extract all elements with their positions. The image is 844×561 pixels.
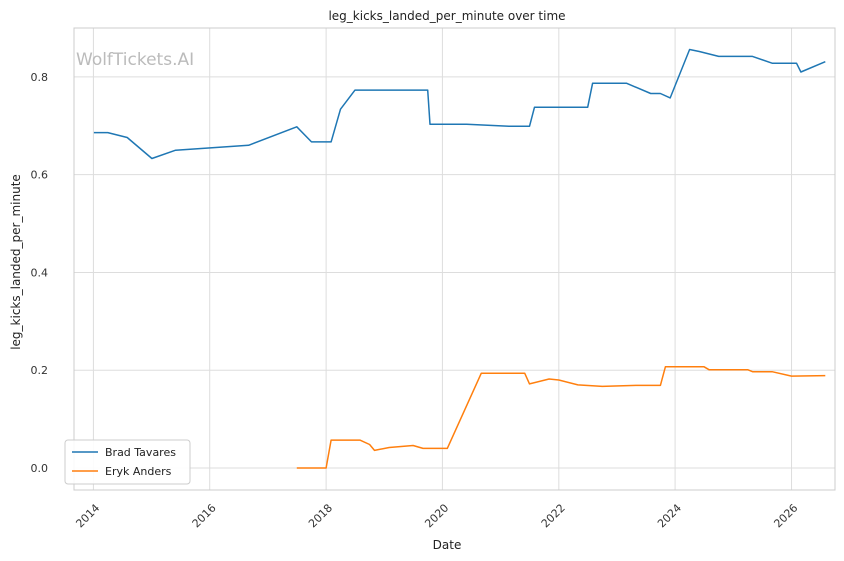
y-tick-label: 0.8 [31, 71, 49, 84]
y-tick-label: 0.0 [31, 462, 49, 475]
legend-label-eryk-anders: Eryk Anders [105, 465, 172, 478]
chart-title: leg_kicks_landed_per_minute over time [328, 9, 565, 23]
y-axis-title: leg_kicks_landed_per_minute [9, 174, 23, 350]
y-tick-label: 0.4 [31, 266, 49, 279]
series-layer [93, 48, 826, 469]
x-axis-title: Date [433, 538, 462, 552]
series-line-brad-tavares [93, 48, 826, 160]
y-tick-label: 0.2 [31, 364, 49, 377]
plot-frame [73, 27, 836, 491]
watermark: WolfTickets.AI [76, 50, 194, 70]
legend-box [64, 439, 191, 485]
legend-label-brad-tavares: Brad Tavares [105, 446, 176, 459]
legend: Brad Tavares Eryk Anders [64, 439, 191, 485]
y-tick-label: 0.6 [31, 169, 49, 182]
y-tick-labels: 0.0 0.2 0.4 0.6 0.8 [31, 71, 49, 475]
series-line-eryk-anders [296, 366, 826, 469]
grid-lines [74, 28, 835, 490]
